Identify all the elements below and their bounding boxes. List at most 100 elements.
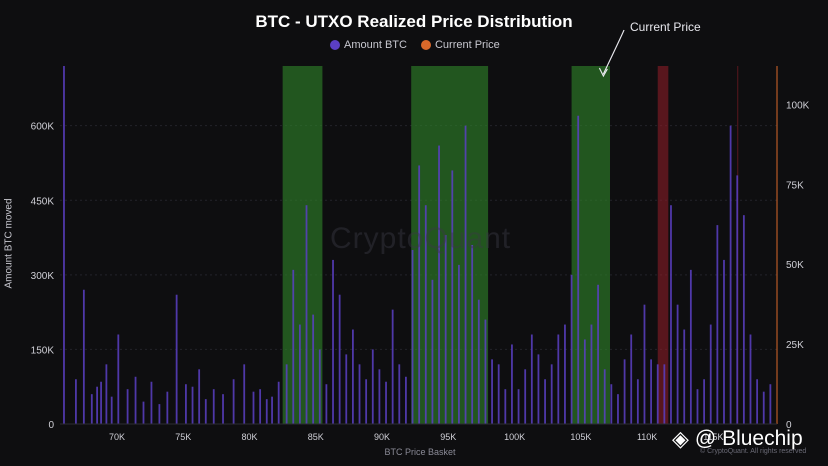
watermark: CryptoQuant [330, 222, 512, 255]
bar [185, 384, 187, 424]
bar [709, 324, 712, 424]
bar [610, 384, 613, 424]
bar [298, 324, 301, 424]
bar [175, 294, 178, 424]
bar [762, 391, 765, 424]
bar [530, 334, 533, 424]
bar [716, 225, 719, 424]
chart-title: BTC - UTXO Realized Price Distribution [255, 12, 573, 31]
bar [345, 354, 348, 424]
bar [736, 175, 739, 424]
bar [385, 381, 387, 424]
bar [630, 334, 633, 424]
bar [544, 379, 546, 424]
bar [142, 401, 145, 424]
x-tick-label: 85K [308, 432, 324, 442]
bar [325, 384, 328, 424]
legend-item-current-price[interactable]: Current Price [420, 39, 500, 51]
bar [511, 344, 513, 424]
annotation-arrow [602, 29, 625, 75]
bar [703, 379, 706, 424]
bar [150, 381, 153, 424]
y-right-tick-label: 50K [786, 260, 804, 271]
bar [464, 125, 467, 425]
bar [689, 269, 692, 424]
x-tick-label: 90K [374, 432, 390, 442]
copyright-text: © CryptoQuant. All rights reserved [700, 448, 807, 455]
bar [577, 115, 580, 424]
bar [696, 389, 699, 424]
bar [398, 364, 401, 424]
bar [742, 215, 745, 424]
bar [75, 379, 77, 424]
bar [277, 381, 280, 424]
x-tick-label: 115K [703, 432, 723, 442]
bar [438, 145, 440, 425]
annotation-arrowhead [598, 67, 608, 78]
bar [90, 394, 93, 424]
bar [458, 264, 460, 424]
bar [259, 389, 262, 424]
bar [517, 389, 520, 424]
bar [252, 391, 255, 424]
bar [650, 359, 652, 424]
brand-badge: ◈ @ Bluechip [672, 426, 803, 452]
bar [391, 309, 394, 424]
x-tick-label: 75K [175, 432, 191, 442]
bar [265, 399, 268, 424]
x-tick-label: 100K [504, 432, 525, 442]
y-axis-title: Amount BTC moved [3, 198, 15, 289]
legend-label-current-price: Current Price [434, 39, 500, 51]
x-tick-label: 105K [570, 432, 591, 442]
bar [158, 404, 161, 424]
bar [305, 205, 308, 424]
highlight-zone-green-0 [282, 66, 323, 424]
bar [332, 259, 334, 424]
y-left-tick-label: 0 [48, 420, 54, 431]
bar [583, 339, 586, 424]
bar [204, 399, 207, 424]
bar [723, 259, 725, 424]
bar [191, 386, 194, 424]
y-right-tick-label: 75K [786, 180, 804, 191]
legend-swatch-amount-btc [330, 40, 340, 50]
bar [769, 384, 772, 424]
bar [63, 66, 65, 424]
bar [683, 329, 686, 424]
bar [471, 245, 474, 424]
legend: Amount BTC Current Price [330, 39, 500, 51]
bar [418, 165, 421, 424]
bar [451, 170, 454, 424]
bar [232, 379, 235, 424]
bar [318, 349, 321, 424]
y-right-tick-label: 100K [786, 100, 810, 111]
x-tick-label: 80K [242, 432, 258, 442]
bar [524, 369, 527, 424]
bar [371, 349, 374, 424]
legend-swatch-current-price [420, 40, 431, 50]
bar [656, 364, 659, 424]
legend-item-amount-btc[interactable]: Amount BTC [330, 39, 407, 51]
bar [431, 279, 434, 424]
bar [82, 289, 85, 424]
bar [222, 394, 224, 424]
bar [484, 319, 487, 424]
bar [491, 359, 493, 424]
bar [378, 369, 381, 424]
bar [166, 391, 169, 424]
brand-handle: @ Bluechip [694, 427, 803, 450]
bar [504, 389, 507, 424]
bar [198, 369, 201, 424]
bar [117, 334, 120, 424]
bar [110, 396, 113, 424]
bar [126, 389, 129, 424]
bar [365, 379, 368, 424]
x-axis-title: BTC Price Basket [384, 447, 456, 457]
bar [749, 334, 752, 424]
y-left-tick-label: 300K [31, 271, 55, 282]
bar [670, 205, 672, 424]
bar [564, 324, 566, 424]
bar [537, 354, 540, 424]
bar [271, 396, 273, 424]
x-tick-label: 70K [109, 432, 125, 442]
